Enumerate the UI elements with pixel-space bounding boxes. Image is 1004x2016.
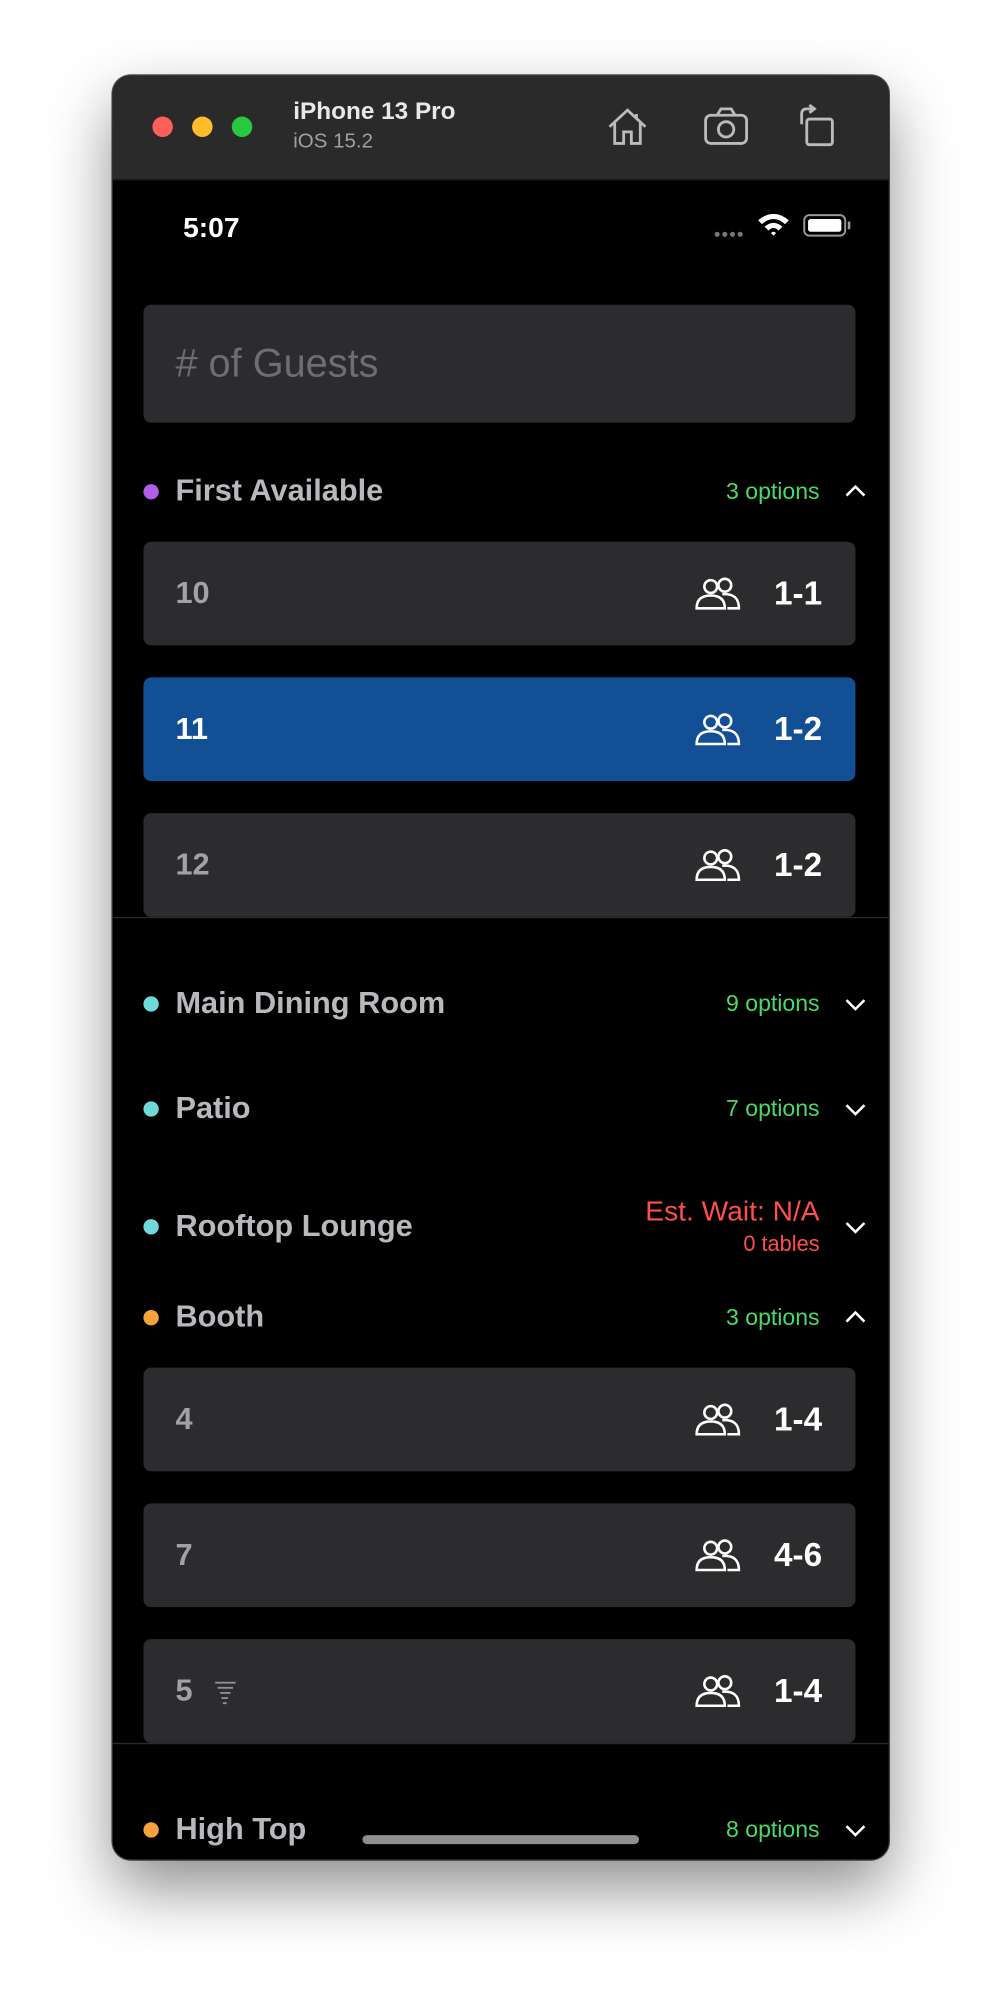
table-number: 11 bbox=[175, 712, 208, 747]
guests-placeholder: # of Guests bbox=[175, 340, 379, 386]
section-dot bbox=[143, 484, 159, 500]
zoom-button[interactable] bbox=[231, 116, 253, 138]
party-size-icon bbox=[694, 575, 743, 620]
section-name: First Available bbox=[175, 473, 384, 509]
table-number: 4 bbox=[175, 1402, 193, 1437]
chevron bbox=[843, 482, 869, 509]
guests-input[interactable]: # of Guests bbox=[143, 304, 856, 423]
wait-detail: 0 tables bbox=[743, 1231, 820, 1257]
title-bar: iPhone 13 Pro iOS 15.2 bbox=[112, 75, 889, 181]
section-name: Patio bbox=[175, 1091, 251, 1126]
chevron bbox=[843, 1820, 869, 1847]
divider bbox=[112, 916, 889, 919]
table-row[interactable]: 10 1-1 bbox=[143, 541, 856, 646]
table-capacity: 1-2 bbox=[774, 709, 823, 748]
table-capacity: 1-2 bbox=[774, 845, 823, 884]
table-capacity: 4-6 bbox=[774, 1535, 823, 1574]
chevron bbox=[843, 1099, 869, 1126]
os-version: iOS 15.2 bbox=[293, 130, 373, 153]
close-button[interactable] bbox=[152, 116, 173, 138]
section-dot bbox=[143, 1219, 159, 1235]
section-dot bbox=[143, 996, 159, 1012]
chevron bbox=[843, 1307, 869, 1334]
section-summary: 7 options bbox=[726, 1095, 820, 1122]
table-row[interactable]: 11 1-2 bbox=[143, 677, 856, 782]
status-time: 5:07 bbox=[183, 211, 240, 244]
wait-estimate: Est. Wait: N/A bbox=[645, 1194, 820, 1227]
section-summary: 9 options bbox=[726, 990, 820, 1017]
home-button[interactable] bbox=[604, 104, 650, 150]
table-number: 12 bbox=[175, 847, 210, 883]
party-size-icon bbox=[694, 1672, 743, 1717]
section-name: Booth bbox=[175, 1299, 265, 1335]
divider bbox=[112, 1742, 889, 1745]
chevron bbox=[843, 994, 869, 1021]
section-name: High Top bbox=[175, 1812, 307, 1847]
screenshot-button[interactable] bbox=[702, 104, 751, 150]
chevron bbox=[843, 1217, 869, 1244]
home-indicator bbox=[362, 1835, 640, 1845]
party-size-icon bbox=[694, 1537, 743, 1582]
table-row[interactable]: 12 1-2 bbox=[143, 813, 856, 917]
section-dot bbox=[143, 1822, 159, 1838]
party-size-icon bbox=[694, 1401, 743, 1446]
section-dot bbox=[143, 1101, 159, 1117]
table-icon bbox=[213, 1678, 239, 1715]
table-capacity: 1-1 bbox=[774, 573, 823, 613]
party-size-icon bbox=[694, 711, 743, 756]
section-summary: 3 options bbox=[726, 478, 820, 504]
device-name: iPhone 13 Pro bbox=[293, 98, 456, 126]
table-capacity: 1-4 bbox=[774, 1399, 823, 1439]
table-number: 5 bbox=[175, 1673, 193, 1709]
party-size-icon bbox=[694, 846, 743, 891]
section-summary: 8 options bbox=[726, 1816, 820, 1843]
table-number: 10 bbox=[175, 576, 210, 611]
section-dot bbox=[143, 1310, 159, 1326]
table-row[interactable]: 4 1-4 bbox=[143, 1367, 856, 1472]
section-name: Main Dining Room bbox=[175, 986, 446, 1021]
status-icons bbox=[714, 213, 851, 237]
table-row[interactable]: 5 1-4 bbox=[143, 1639, 856, 1743]
table-number: 7 bbox=[175, 1538, 193, 1573]
section-summary: 3 options bbox=[726, 1304, 820, 1330]
table-row[interactable]: 7 4-6 bbox=[143, 1503, 856, 1608]
table-capacity: 1-4 bbox=[774, 1671, 823, 1710]
minimize-button[interactable] bbox=[192, 116, 213, 138]
simulator-window: iPhone 13 Pro iOS 15.2 5:07 # of Guests … bbox=[112, 75, 889, 1860]
rotate-button[interactable] bbox=[794, 103, 840, 150]
section-name: Rooftop Lounge bbox=[175, 1208, 413, 1244]
